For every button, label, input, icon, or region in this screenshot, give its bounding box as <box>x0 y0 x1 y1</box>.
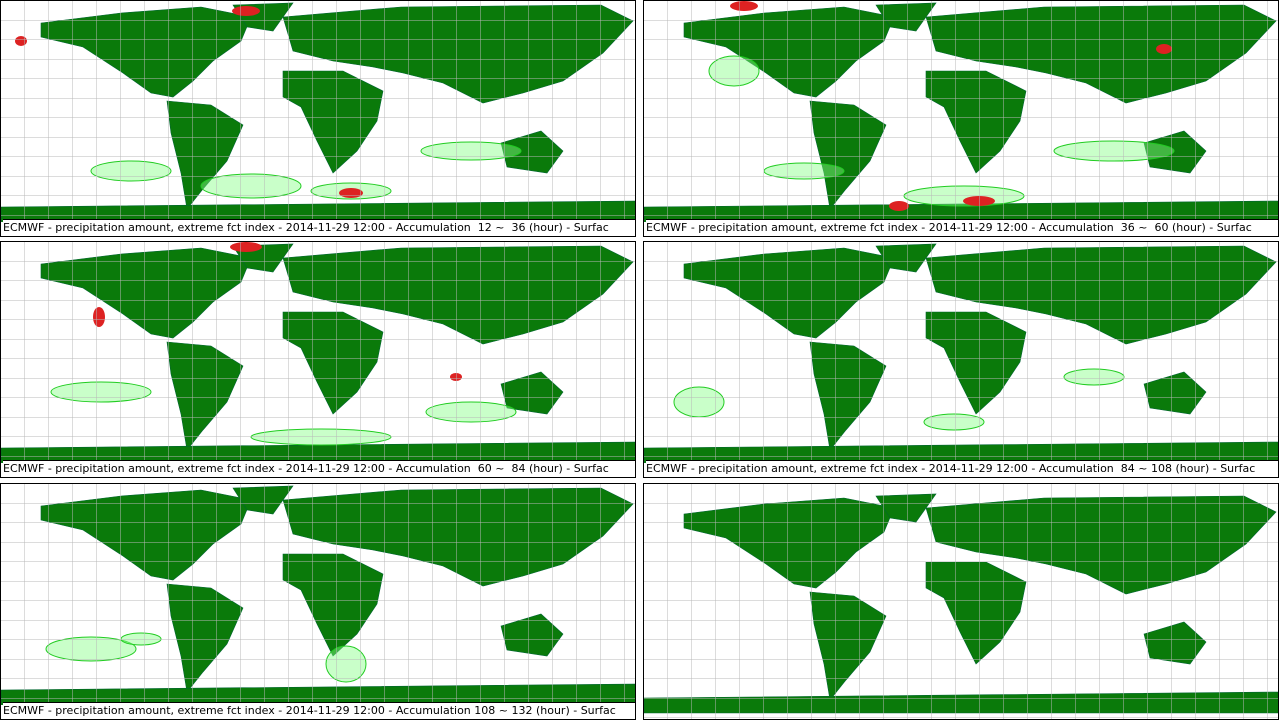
map <box>644 484 1278 719</box>
map <box>1 484 635 705</box>
map-panel: ECMWF - precipitation amount, extreme fc… <box>0 0 636 237</box>
map <box>1 242 635 463</box>
map <box>644 1 1278 222</box>
caption: ECMWF - precipitation amount, extreme fc… <box>3 702 635 719</box>
caption: ECMWF - precipitation amount, extreme fc… <box>646 219 1278 236</box>
map <box>1 1 635 222</box>
map-panel: ECMWF - precipitation amount, extreme fc… <box>0 483 636 720</box>
map <box>644 242 1278 463</box>
caption: ECMWF - precipitation amount, extreme fc… <box>3 219 635 236</box>
caption: ECMWF - precipitation amount, extreme fc… <box>3 460 635 477</box>
map-panel: ECMWF - precipitation amount, extreme fc… <box>643 0 1279 237</box>
map-panel: ECMWF - precipitation amount, extreme fc… <box>643 241 1279 478</box>
map-panel: ECMWF - precipitation amount, extreme fc… <box>0 241 636 478</box>
map-panel <box>643 483 1279 720</box>
caption: ECMWF - precipitation amount, extreme fc… <box>646 460 1278 477</box>
